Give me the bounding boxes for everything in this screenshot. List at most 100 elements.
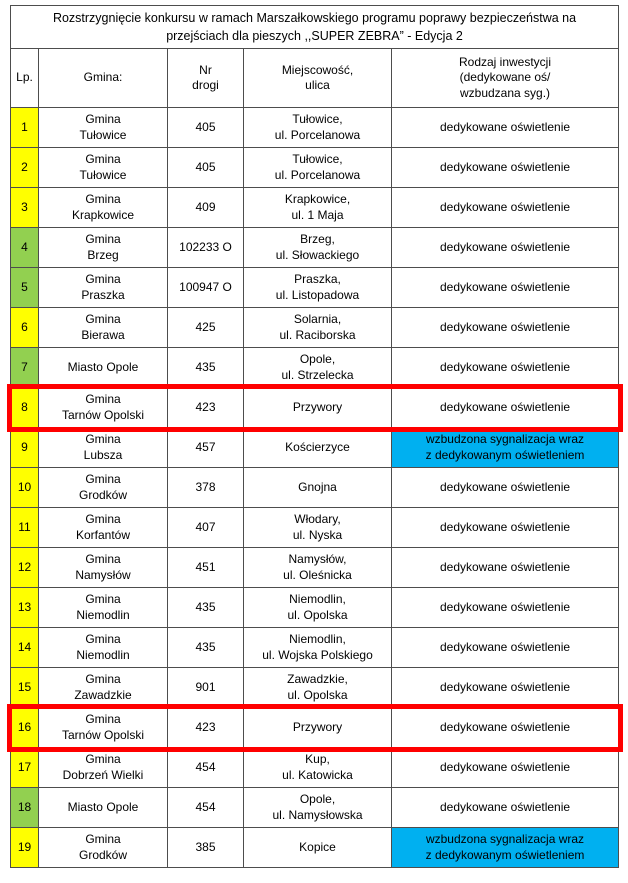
gmina-cell: Gmina Namysłów	[38, 547, 168, 588]
table-row: 17 Gmina Dobrzeń Wielki 454 Kup, ul. Katowi…	[10, 747, 620, 788]
miejscowosc-cell: Brzeg, ul. Słowackiego	[243, 227, 392, 268]
table-row: 3 Gmina Krapkowice 409 Krapkowice, ul. 1 Ma…	[10, 187, 620, 228]
column-header-row: Lp. Gmina: Nr drogi Miejscowość, ulica R…	[10, 48, 620, 108]
table-body: 1 Gmina Tułowice 405 Tułowice, ul. Porcelan…	[10, 107, 620, 868]
table-row: 1 Gmina Tułowice 405 Tułowice, ul. Porcelan…	[10, 107, 620, 148]
nr-drogi-cell: 385	[167, 827, 244, 868]
gmina-cell: Gmina Tarnów Opolski	[38, 707, 168, 748]
gmina-cell: Gmina Tułowice	[38, 107, 168, 148]
miejscowosc-cell: Przywory	[243, 387, 392, 428]
rodzaj-cell: dedykowane oświetlenie	[390, 627, 620, 668]
gmina-cell: Gmina Grodków	[38, 467, 168, 508]
table-row: 10 Gmina Grodków 378 Gnojna dedykowane oświe…	[10, 467, 620, 508]
table-head: Rozstrzygnięcie konkursu w ramach Marsza…	[9, 5, 620, 108]
miejscowosc-cell: Włodary, ul. Nyska	[243, 507, 392, 548]
miejscowosc-cell: Namysłów, ul. Oleśnicka	[243, 547, 392, 588]
gmina-cell: Gmina Bierawa	[38, 307, 168, 348]
rodzaj-cell: dedykowane oświetlenie	[390, 347, 620, 388]
lp-cell: 9	[10, 427, 39, 468]
rodzaj-cell: dedykowane oświetlenie	[390, 547, 620, 588]
table-row: 9 Gmina Lubsza 457 Kościerzyce wzbudzona syg…	[10, 427, 620, 468]
lp-cell: 12	[10, 547, 39, 588]
col-header-rodzaj-inwestycji: Rodzaj inwestycji (dedykowane oś/ wzbudz…	[390, 48, 620, 108]
lp-cell: 14	[10, 627, 39, 668]
col-header-miejscowosc: Miejscowość, ulica	[243, 48, 392, 108]
gmina-cell: Miasto Opole	[38, 787, 168, 828]
table-row: 2 Gmina Tułowice 405 Tułowice, ul. Porcelan…	[10, 147, 620, 188]
table-title: Rozstrzygnięcie konkursu w ramach Marsza…	[9, 5, 620, 49]
table-row: 13 Gmina Niemodlin 435 Niemodlin, ul. Opols…	[10, 587, 620, 628]
miejscowosc-cell: Niemodlin, ul. Opolska	[243, 587, 392, 628]
miejscowosc-cell: Kopice	[243, 827, 392, 868]
lp-cell: 8	[10, 387, 39, 428]
nr-drogi-cell: 435	[167, 627, 244, 668]
miejscowosc-cell: Solarnia, ul. Raciborska	[243, 307, 392, 348]
lp-cell: 5	[10, 267, 39, 308]
miejscowosc-cell: Gnojna	[243, 467, 392, 508]
nr-drogi-cell: 457	[167, 427, 244, 468]
gmina-cell: Gmina Dobrzeń Wielki	[38, 747, 168, 788]
rodzaj-cell: dedykowane oświetlenie	[390, 707, 620, 748]
rodzaj-cell: dedykowane oświetlenie	[390, 787, 620, 828]
rodzaj-cell: dedykowane oświetlenie	[390, 307, 620, 348]
nr-drogi-cell: 454	[167, 787, 244, 828]
lp-cell: 11	[10, 507, 39, 548]
table-row: 11 Gmina Korfantów 407 Włodary, ul. Nyska de…	[10, 507, 620, 548]
lp-cell: 17	[10, 747, 39, 788]
nr-drogi-cell: 435	[167, 587, 244, 628]
rodzaj-cell: dedykowane oświetlenie	[390, 387, 620, 428]
gmina-cell: Gmina Praszka	[38, 267, 168, 308]
lp-cell: 6	[10, 307, 39, 348]
table-row: 14 Gmina Niemodlin 435 Niemodlin, ul. Wojsk…	[10, 627, 620, 668]
nr-drogi-cell: 425	[167, 307, 244, 348]
lp-cell: 18	[10, 787, 39, 828]
nr-drogi-cell: 407	[167, 507, 244, 548]
table-row: 19 Gmina Grodków 385 Kopice wzbudzona sygnal…	[10, 827, 620, 868]
rodzaj-cell: dedykowane oświetlenie	[390, 227, 620, 268]
lp-cell: 19	[10, 827, 39, 868]
table-row: 8 Gmina Tarnów Opolski 423 Przywory dedykowa…	[10, 387, 620, 428]
rodzaj-cell: wzbudzona sygnalizacja wraz z dedykowany…	[390, 827, 620, 868]
miejscowosc-cell: Zawadzkie, ul. Opolska	[243, 667, 392, 708]
table-row: 16 Gmina Tarnów Opolski 423 Przywory dedykow…	[10, 707, 620, 748]
miejscowosc-cell: Kup, ul. Katowicka	[243, 747, 392, 788]
table-row: 6 Gmina Bierawa 425 Solarnia, ul. Raciborsk…	[10, 307, 620, 348]
col-header-nr-drogi: Nr drogi	[167, 48, 244, 108]
nr-drogi-cell: 901	[167, 667, 244, 708]
nr-drogi-cell: 102233 O	[167, 227, 244, 268]
gmina-cell: Gmina Lubsza	[38, 427, 168, 468]
title-row: Rozstrzygnięcie konkursu w ramach Marsza…	[9, 5, 620, 49]
nr-drogi-cell: 100947 O	[167, 267, 244, 308]
miejscowosc-cell: Opole, ul. Namysłowska	[243, 787, 392, 828]
miejscowosc-cell: Krapkowice, ul. 1 Maja	[243, 187, 392, 228]
rodzaj-cell: dedykowane oświetlenie	[390, 267, 620, 308]
rodzaj-cell: dedykowane oświetlenie	[390, 507, 620, 548]
gmina-cell: Gmina Korfantów	[38, 507, 168, 548]
gmina-cell: Gmina Krapkowice	[38, 187, 168, 228]
nr-drogi-cell: 423	[167, 387, 244, 428]
lp-cell: 1	[10, 107, 39, 148]
gmina-cell: Gmina Brzeg	[38, 227, 168, 268]
nr-drogi-cell: 378	[167, 467, 244, 508]
gmina-cell: Gmina Tułowice	[38, 147, 168, 188]
nr-drogi-cell: 423	[167, 707, 244, 748]
lp-cell: 10	[10, 467, 39, 508]
lp-cell: 7	[10, 347, 39, 388]
rodzaj-cell: wzbudzona sygnalizacja wraz z dedykowany…	[390, 427, 620, 468]
lp-cell: 4	[10, 227, 39, 268]
nr-drogi-cell: 409	[167, 187, 244, 228]
nr-drogi-cell: 451	[167, 547, 244, 588]
table-row: 4 Gmina Brzeg 102233 O Brzeg, ul. Słowackie…	[10, 227, 620, 268]
table-row: 5 Gmina Praszka 100947 O Praszka, ul. Listo…	[10, 267, 620, 308]
rodzaj-cell: dedykowane oświetlenie	[390, 667, 620, 708]
rodzaj-cell: dedykowane oświetlenie	[390, 107, 620, 148]
miejscowosc-cell: Opole, ul. Strzelecka	[243, 347, 392, 388]
table-row: 18 Miasto Opole 454 Opole, ul. Namysłowska d…	[10, 787, 620, 828]
gmina-cell: Gmina Niemodlin	[38, 587, 168, 628]
col-header-lp: Lp.	[10, 48, 39, 108]
miejscowosc-cell: Kościerzyce	[243, 427, 392, 468]
lp-cell: 3	[10, 187, 39, 228]
lp-cell: 16	[10, 707, 39, 748]
nr-drogi-cell: 454	[167, 747, 244, 788]
